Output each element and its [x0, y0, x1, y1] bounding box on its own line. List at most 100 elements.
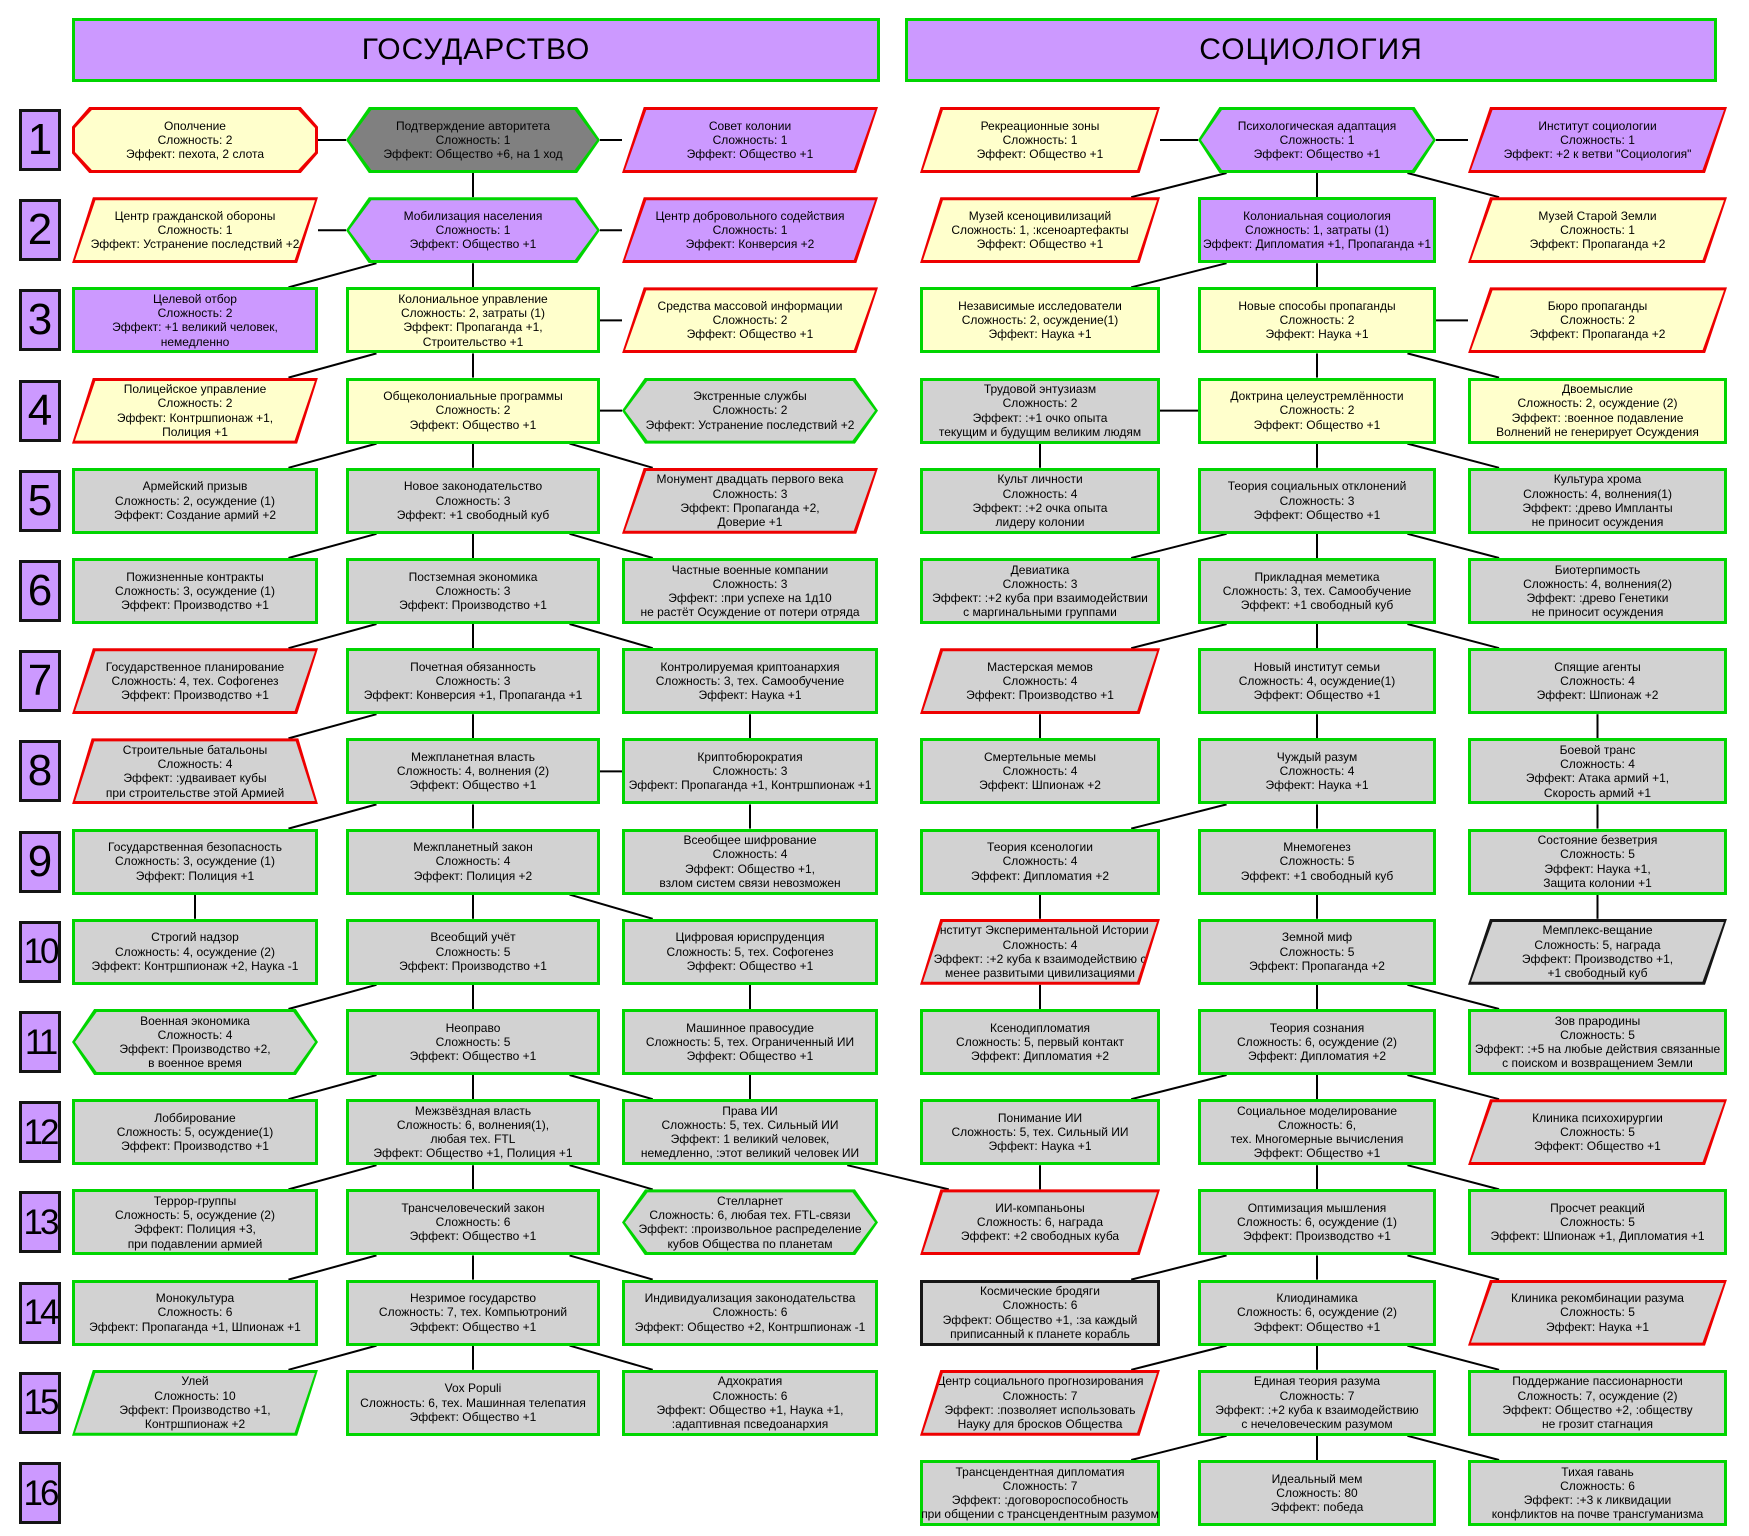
tech-node-detail: немедленно — [160, 334, 230, 349]
tech-node-detail: Сложность: 2 — [157, 132, 233, 147]
par-shape-fill: Центр социального прогнозирования Сложнос… — [923, 1372, 1157, 1433]
tech-node-r1c0: Ополчение Сложность: 2 Эффект: пехота, 2 с… — [72, 107, 318, 173]
tech-node-detail: не растёт Осуждение от потери отряда — [640, 605, 860, 620]
tech-node-text: Частные военные компании Сложность: 3 Эффе… — [625, 561, 875, 621]
tech-node-title: Боевой транс — [1559, 742, 1636, 757]
edge-r12c1-r13c0 — [288, 1164, 377, 1191]
tech-node-title: Улей — [181, 1374, 209, 1389]
par-shape-border: Центр гражданской обороны Сложность: 1 Эфф… — [72, 197, 318, 264]
tech-node-r9c0: Государственная безопасность Сложность: 3… — [72, 828, 318, 895]
tech-node-r12c5: Клиника психохирургии Сложность: 5 Эффект:… — [1468, 1099, 1727, 1166]
tech-node-detail: Эффект: Общество +1 — [976, 237, 1104, 252]
tech-node-r4c0: Полицейское управление Сложность: 2 Эффект… — [72, 377, 318, 444]
tech-node-title: Теория ксенологии — [987, 840, 1093, 855]
tech-node-detail: Сложность: 7 — [1002, 1388, 1078, 1403]
tech-node-title: Независимые исследователи — [958, 299, 1122, 314]
tech-node-detail: Эффект: Наука +1 — [1265, 778, 1369, 793]
tech-node-title: Рекреационные зоны — [980, 118, 1100, 133]
edge-r13c4-r14c3 — [1130, 1254, 1227, 1281]
tech-node-title: Межпланетная власть — [411, 750, 535, 765]
tech-node-detail: Сложность: 4 — [1002, 854, 1078, 869]
tech-node-title: Тихая гавань — [1561, 1464, 1634, 1479]
tech-node-detail: Эффект: Производство +1 — [399, 598, 547, 613]
tech-node-text: Почетная обязанность Сложность: 3 Эффект: … — [349, 651, 597, 711]
tech-node-title: Центр гражданской обороны — [114, 208, 276, 223]
tech-node-text: Общеколониальные программы Сложность: 2 Эф… — [349, 381, 597, 441]
tech-node-detail: текущим и будущим великим людям — [938, 424, 1142, 439]
tech-node-r13c3: ИИ-компаньоны Сложность: 6, награда Эффект… — [920, 1189, 1160, 1256]
tech-node-detail: Эффект: :договороспособность — [951, 1493, 1129, 1507]
tech-node-text: Экстренные службы Сложность: 2 Эффект: Уст… — [625, 381, 875, 441]
tech-node-detail: Эффект: Контршпионаж +1, — [116, 410, 274, 425]
tech-node-detail: в военное время — [148, 1056, 242, 1071]
tech-node-detail: Сложность: 5, тех. Ограниченный ИИ — [645, 1034, 855, 1049]
branch-header-state-label: ГОСУДАРСТВО — [361, 33, 591, 66]
tech-node-r3c0: Целевой отбор Сложность: 2 Эффект: +1 вели… — [72, 287, 318, 354]
par-shape-border: Институт социологии Сложность: 1 Эффект: +… — [1468, 107, 1727, 173]
row-number-16: 16 — [19, 1462, 61, 1524]
tech-node-detail: Сложность: 5, осуждение (2) — [115, 1208, 275, 1223]
tech-node-text: Спящие агенты Сложность: 4 Эффект: Шпионаж… — [1471, 651, 1724, 711]
tech-node-detail: Эффект: Общество +1 — [1253, 1146, 1381, 1161]
tech-node-title: Клиника психохирургии — [1532, 1110, 1663, 1125]
tech-node-detail: Доверие +1 — [717, 515, 783, 529]
tech-node-detail: Сложность: 6 — [435, 1215, 511, 1230]
tech-node-title: Всеобщее шифрование — [683, 833, 817, 848]
tech-node-detail: при подавлении армией — [127, 1236, 263, 1251]
tech-node-detail: Эффект: Шпионаж +1, Дипломатия +1 — [1490, 1229, 1705, 1244]
tech-node-detail: Эффект: Общество +1 — [1534, 1139, 1661, 1154]
tech-node-title: Биотерпимость — [1554, 562, 1641, 577]
tech-node-text: ИИ-компаньоны Сложность: 6, награда Эффект… — [923, 1192, 1157, 1252]
tech-node-r6c4: Прикладная меметика Сложность: 3, тех. Са… — [1198, 558, 1436, 624]
tech-node-detail: Сложность: 4 — [435, 854, 511, 869]
par-shape-border: Совет колонии Сложность: 1 Эффект: Обществ… — [622, 107, 878, 173]
tech-node-title: Поддержание пассионарности — [1512, 1374, 1683, 1389]
tech-node-detail: Эффект: Производство +1 — [966, 688, 1114, 703]
tech-node-title: Стелларнет — [716, 1193, 784, 1208]
hex-shape-fill: Военная экономика Сложность: 4 Эффект: Про… — [75, 1012, 315, 1072]
tech-node-text: Целевой отбор Сложность: 2 Эффект: +1 вели… — [75, 290, 315, 350]
tech-node-text: Социальное моделирование Сложность: 6, тех… — [1201, 1102, 1433, 1162]
tech-node-title: Контролируемая криптоанархия — [660, 659, 840, 674]
tech-node-title: Единая теория разума — [1253, 1374, 1381, 1389]
edge-r4c1-r5c2 — [569, 442, 653, 469]
tech-node-detail: Сложность: 1 — [1002, 132, 1078, 147]
tech-node-detail: Сложность: 7 — [1002, 1478, 1078, 1493]
tech-node-detail: Эффект: :произвольное распределение — [638, 1222, 862, 1237]
edge-r14c4-r15c3 — [1130, 1344, 1227, 1371]
tech-node-text: Тихая гавань Сложность: 6 Эффект: :+3 к ли… — [1471, 1463, 1724, 1523]
tech-node-r7c4: Новый институт семьи Сложность: 4, осужде… — [1198, 648, 1436, 715]
tech-node-r4c5: Двоемыслие Сложность: 2, осуждение (2) Эфф… — [1468, 377, 1727, 444]
tech-node-title: Культура хрома — [1553, 472, 1642, 487]
tech-node-detail: взлом систем связи невозможен — [659, 875, 841, 890]
tech-node-text: Космические бродяги Сложность: 6 Эффект: О… — [923, 1283, 1157, 1343]
tech-node-r8c2: Криптобюрократия Сложность: 3 Эффект: Проп… — [622, 738, 878, 805]
tech-node-title: Центр добровольного содействия — [655, 208, 845, 223]
tech-node-title: Средства массовой информации — [657, 299, 843, 314]
par-shape-fill: Клиника психохирургии Сложность: 5 Эффект:… — [1471, 1102, 1724, 1163]
edge-r11c1-r12c2 — [569, 1074, 653, 1101]
tech-node-title: Музей ксеноцивилизаций — [968, 208, 1112, 223]
tech-node-detail: Сложность: 3 — [1279, 493, 1355, 508]
tech-node-title: Всеобщий учёт — [430, 930, 516, 945]
tech-node-detail: Эффект: Устранение последствий +2 — [645, 417, 855, 432]
tech-node-r5c3: Культ личности Сложность: 4 Эффект: :+2 оч… — [920, 467, 1160, 534]
tech-node-detail: Эффект: Общество +1 — [409, 1049, 537, 1064]
par-shape-fill: Институт социологии Сложность: 1 Эффект: +… — [1471, 110, 1724, 170]
hex-shape-fill: Психологическая адаптация Сложность: 1 Эфф… — [1201, 110, 1433, 170]
tech-node-text: Всеобщий учёт Сложность: 5 Эффект: Произво… — [349, 922, 597, 982]
tech-node-detail: Эффект: Наука +1 — [988, 327, 1092, 342]
tech-node-detail: Эффект: Пропаганда +1, Шпионаж +1 — [89, 1319, 301, 1334]
tech-node-detail: Эффект: Дипломатия +2 — [970, 1049, 1110, 1064]
edge-r11c4-r12c5 — [1407, 1074, 1500, 1101]
tech-node-r2c0: Центр гражданской обороны Сложность: 1 Эфф… — [72, 197, 318, 264]
edge-r1c4-r2c5 — [1407, 172, 1500, 199]
tech-node-text: Государственное планирование Сложность: 4… — [75, 651, 315, 711]
tech-node-title: Террор-группы — [153, 1193, 237, 1208]
par-shape-border: Рекреационные зоны Сложность: 1 Эффект: Об… — [920, 107, 1160, 173]
edge-r10c4-r11c5 — [1407, 983, 1500, 1010]
tech-node-title: Неоправо — [445, 1020, 501, 1035]
tech-node-detail: Сложность: 5 — [1279, 944, 1355, 959]
tech-node-detail: с маргинальными группами — [963, 605, 1117, 620]
oct-shape-fill: Ополчение Сложность: 2 Эффект: пехота, 2 с… — [75, 110, 315, 170]
